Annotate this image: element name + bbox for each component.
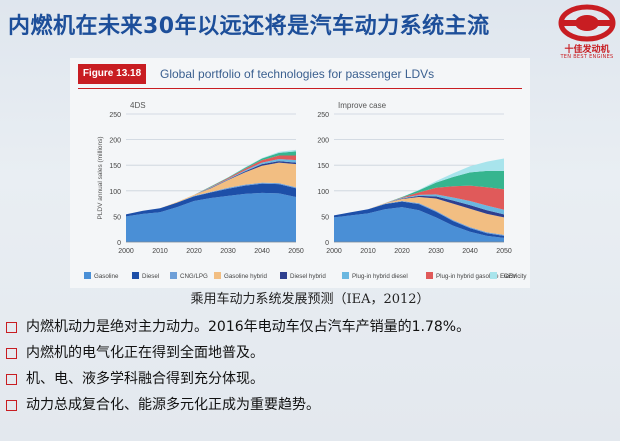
y-tick-label: 150 xyxy=(317,163,329,170)
x-tick-label: 2030 xyxy=(428,248,444,255)
bullet-text: 动力总成复合化、能源多元化正成为重要趋势。 xyxy=(26,397,320,413)
y-tick-label: 100 xyxy=(109,189,121,196)
brand-logo: 十佳发动机 TEN BEST ENGINES xyxy=(556,4,618,62)
figure-title: Global portfolio of technologies for pas… xyxy=(160,67,435,81)
figure-badge: Figure 13.18 xyxy=(78,64,146,84)
y-tick-label: 100 xyxy=(317,189,329,196)
legend-swatch xyxy=(170,272,177,279)
legend-swatch xyxy=(280,272,287,279)
legend-swatch xyxy=(84,272,91,279)
legend-swatch xyxy=(342,272,349,279)
bullet-square-icon xyxy=(6,348,17,359)
y-tick-label: 0 xyxy=(325,240,329,247)
legend-label: Diesel hybrid xyxy=(290,273,326,280)
bullet-text: 内燃机的电气化正在得到全面地普及。 xyxy=(26,345,264,361)
x-tick-label: 2050 xyxy=(288,248,304,255)
logo-emblem-icon xyxy=(558,4,616,42)
area-series xyxy=(334,194,504,216)
area-series xyxy=(334,185,504,216)
y-tick-label: 150 xyxy=(109,163,121,170)
legend-label: Plug-in hybrid diesel xyxy=(352,273,408,280)
x-tick-label: 2010 xyxy=(152,248,168,255)
legend-label: Electricity xyxy=(500,273,527,280)
legend-label: Gasoline hybrid xyxy=(224,273,268,280)
x-tick-label: 2000 xyxy=(326,248,342,255)
area-series xyxy=(126,192,296,242)
bullet-item: 机、电、液多学科融合得到充分体现。 xyxy=(4,366,614,392)
bullet-square-icon xyxy=(6,322,17,333)
y-tick-label: 0 xyxy=(117,240,121,247)
area-series xyxy=(334,201,504,236)
bullet-list: 内燃机动力是绝对主力动力。2016年电动车仅占汽车产销量的1.78%。 内燃机的… xyxy=(4,314,614,418)
y-tick-label: 250 xyxy=(317,112,329,119)
x-tick-label: 2020 xyxy=(186,248,202,255)
bullet-item: 内燃机的电气化正在得到全面地普及。 xyxy=(4,340,614,366)
y-tick-label: 250 xyxy=(109,112,121,119)
x-tick-label: 2030 xyxy=(220,248,236,255)
legend-label: Plug-in hybrid gasoline xyxy=(436,273,499,280)
logo-text-cn: 十佳发动机 xyxy=(564,45,610,55)
bullet-text: 内燃机动力是绝对主力动力。2016年电动车仅占汽车产销量的1.78%。 xyxy=(26,319,471,335)
bullet-square-icon xyxy=(6,374,17,385)
area-series xyxy=(334,201,504,238)
area-series xyxy=(334,195,504,218)
bullet-square-icon xyxy=(6,400,17,411)
figure-panel: Figure 13.18 Global portfolio of technol… xyxy=(70,58,530,288)
bullet-item: 内燃机动力是绝对主力动力。2016年电动车仅占汽车产销量的1.78%。 xyxy=(4,314,614,340)
logo-text-en: TEN BEST ENGINES xyxy=(560,54,614,60)
x-tick-label: 2040 xyxy=(462,248,478,255)
panel-title: 4DS xyxy=(130,101,146,110)
area-series xyxy=(334,207,504,242)
x-tick-label: 2050 xyxy=(496,248,512,255)
y-tick-label: 200 xyxy=(317,138,329,145)
legend-swatch xyxy=(132,272,139,279)
legend-label: FCEV xyxy=(500,273,517,280)
figure-caption: 乘用车动力系统发展预测（IEA，2012） xyxy=(190,292,430,307)
x-tick-label: 2000 xyxy=(118,248,134,255)
x-tick-label: 2040 xyxy=(254,248,270,255)
x-tick-label: 2010 xyxy=(360,248,376,255)
area-series xyxy=(334,170,504,216)
y-tick-label: 50 xyxy=(321,214,329,221)
legend-label: Diesel xyxy=(142,273,159,280)
area-series xyxy=(334,196,504,235)
bullet-item: 动力总成复合化、能源多元化正成为重要趋势。 xyxy=(4,392,614,418)
y-axis-label: PLDV annual sales (millions) xyxy=(97,136,104,219)
x-tick-label: 2020 xyxy=(394,248,410,255)
y-tick-label: 50 xyxy=(113,214,121,221)
area-series xyxy=(126,162,296,215)
y-tick-label: 200 xyxy=(109,138,121,145)
legend-label: CNG/LPG xyxy=(180,273,208,280)
bullet-text: 机、电、液多学科融合得到充分体现。 xyxy=(26,371,264,387)
legend-label: Gasoline xyxy=(94,273,119,280)
area-series xyxy=(334,158,504,216)
panel-title: Improve case xyxy=(338,101,387,110)
legend-swatch xyxy=(490,272,497,279)
legend-swatch xyxy=(426,272,433,279)
slide-title: 内燃机在未来30年以远还将是汽车动力系统主流 xyxy=(8,14,490,39)
legend-swatch xyxy=(214,272,221,279)
figure-rule xyxy=(78,88,522,89)
area-series xyxy=(126,183,296,217)
